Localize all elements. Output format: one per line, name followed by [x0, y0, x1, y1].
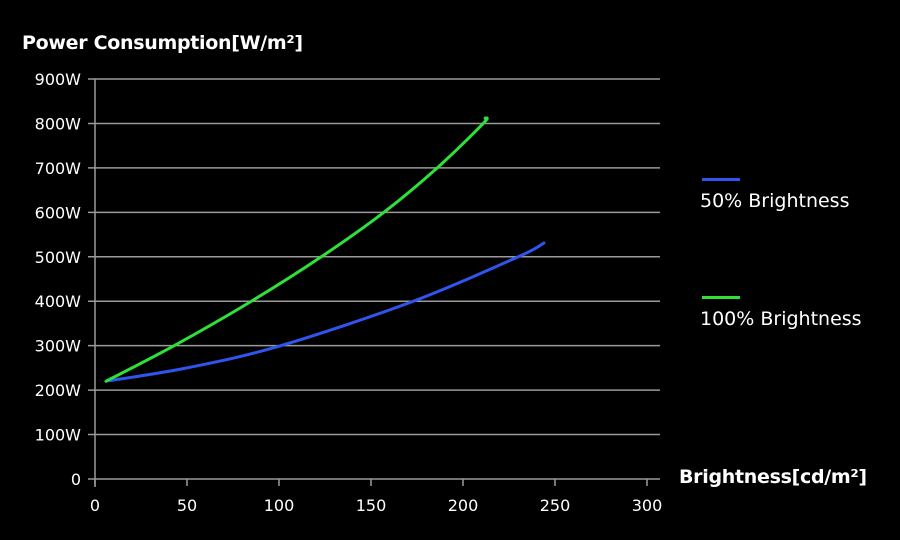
legend-label-100: 100% Brightness: [700, 308, 862, 330]
legend-item-100: 100% Brightness: [700, 296, 862, 330]
x-tick-label: 200: [448, 496, 479, 515]
legend-swatch-100: [702, 296, 740, 299]
y-tick-label: 800W: [35, 114, 82, 133]
x-tick-label: 100: [264, 496, 295, 515]
y-tick-label: 200W: [35, 381, 82, 400]
series-line-100: [104, 116, 489, 383]
legend-item-50: 50% Brightness: [700, 178, 850, 212]
y-tick-label: 400W: [35, 292, 82, 311]
legend-label-50: 50% Brightness: [700, 190, 850, 212]
y-tick-label: 900W: [35, 70, 82, 89]
x-tick-label: 50: [177, 496, 197, 515]
x-tick-label: 250: [540, 496, 571, 515]
x-tick-label: 150: [356, 496, 387, 515]
y-tick-label: 700W: [35, 159, 82, 178]
y-tick-label: 0: [71, 470, 81, 489]
x-tick-label: 0: [90, 496, 100, 515]
legend-swatch-50: [702, 178, 740, 181]
series-line-50: [104, 241, 546, 383]
y-tick-label: 300W: [35, 337, 82, 356]
y-axis-title: Power Consumption[W/m²]: [22, 32, 303, 54]
y-tick-label: 500W: [35, 248, 82, 267]
x-axis-title: Brightness[cd/m²]: [679, 466, 867, 488]
y-tick-label: 600W: [35, 203, 82, 222]
y-tick-label: 100W: [35, 426, 82, 445]
x-tick-label: 300: [632, 496, 663, 515]
